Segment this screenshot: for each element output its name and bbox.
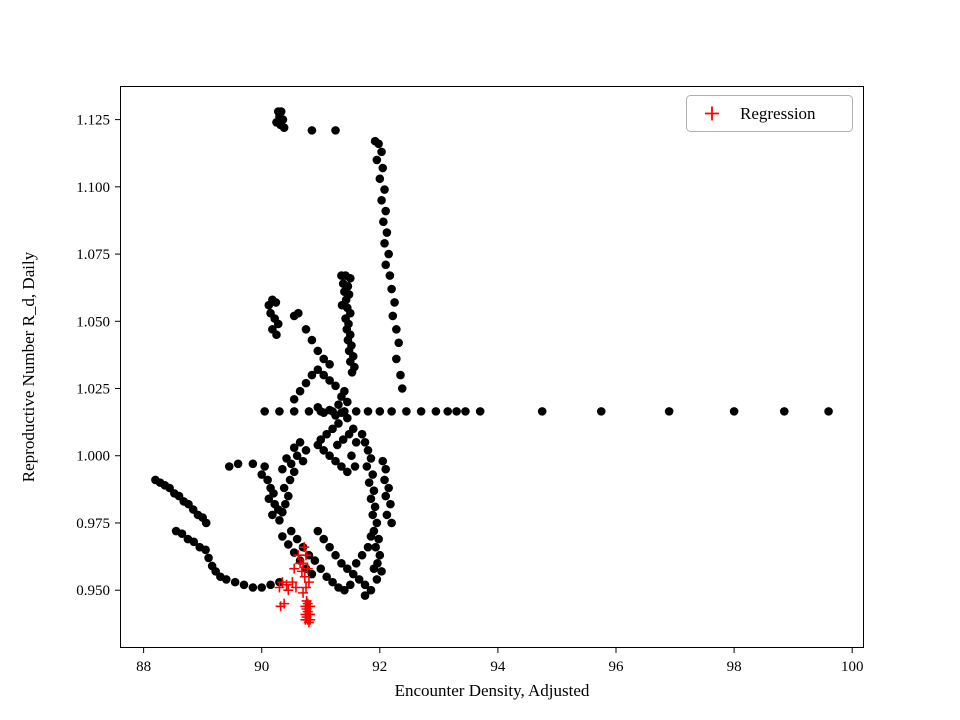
axis-ticks: 88 90 92 94 96 98 100 0.950 0.975 1.000 1.025 1.050… [76, 113, 863, 675]
svg-text:92: 92 [372, 659, 387, 675]
y-axis-label: Reproductive Number R_d, Daily [19, 251, 38, 482]
data-points [151, 107, 833, 628]
legend: Regression [686, 95, 853, 132]
legend-frame [686, 95, 853, 132]
svg-text:98: 98 [727, 659, 742, 675]
x-axis-label: Encounter Density, Adjusted [395, 681, 590, 700]
svg-text:88: 88 [136, 659, 151, 675]
svg-text:96: 96 [609, 659, 625, 675]
svg-text:94: 94 [490, 659, 506, 675]
legend-plus-marker-icon [705, 106, 719, 121]
svg-text:0.975: 0.975 [76, 516, 110, 532]
axes-area [120, 86, 864, 648]
svg-text:90: 90 [254, 659, 269, 675]
legend-label: Regression [740, 104, 816, 123]
svg-text:1.075: 1.075 [76, 247, 110, 263]
svg-text:1.125: 1.125 [76, 113, 110, 129]
svg-text:1.025: 1.025 [76, 382, 110, 398]
svg-text:1.100: 1.100 [76, 180, 110, 196]
svg-text:1.000: 1.000 [76, 449, 110, 465]
svg-text:1.050: 1.050 [76, 314, 110, 330]
svg-text:0.950: 0.950 [76, 583, 110, 599]
svg-text:100: 100 [841, 659, 864, 675]
